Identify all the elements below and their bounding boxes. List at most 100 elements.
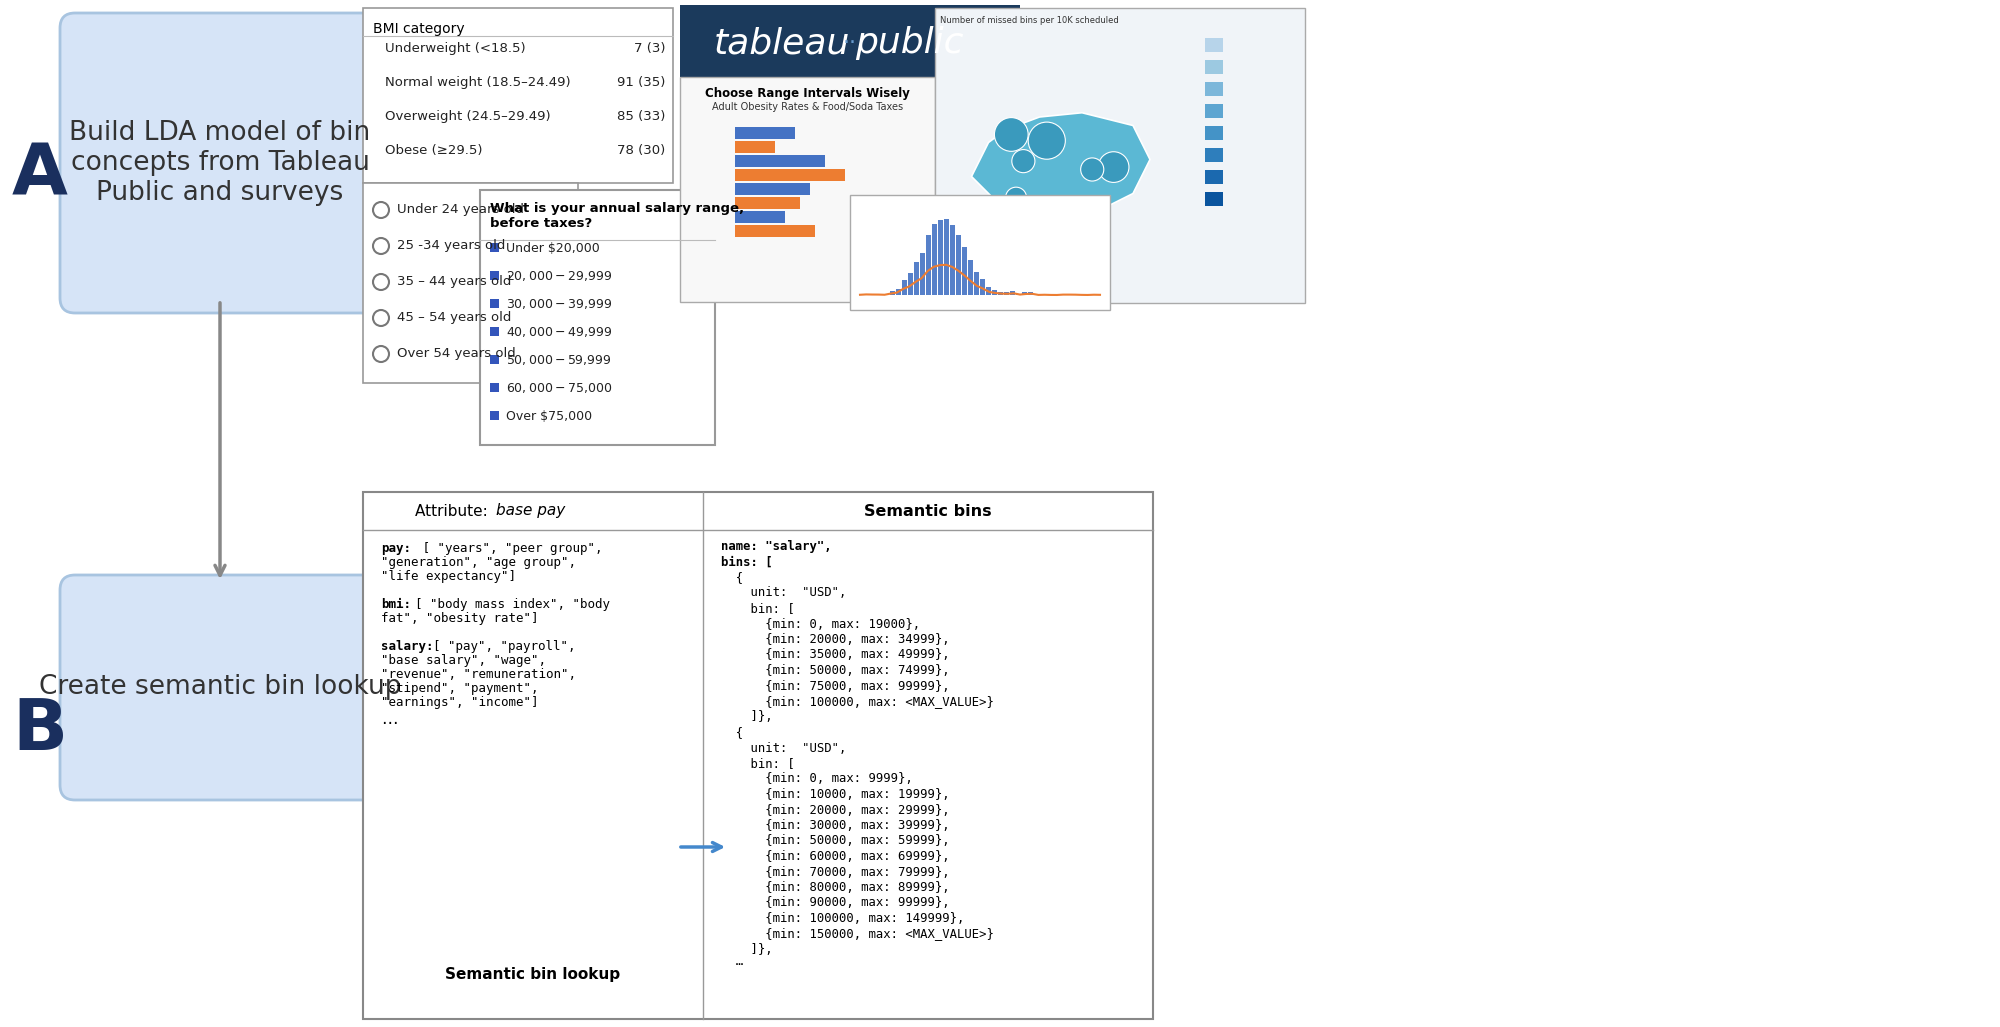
Circle shape <box>1012 150 1034 173</box>
Text: {min: 50000, max: 74999},: {min: 50000, max: 74999}, <box>720 664 950 677</box>
Text: ]},: ]}, <box>720 943 772 956</box>
Bar <box>908 273 914 295</box>
Text: Obese (≥29.5): Obese (≥29.5) <box>384 144 482 157</box>
Text: Underweight (<18.5): Underweight (<18.5) <box>384 42 526 55</box>
Bar <box>932 224 938 295</box>
Bar <box>926 235 932 295</box>
Text: Semantic bins: Semantic bins <box>864 503 992 519</box>
Bar <box>1010 291 1016 295</box>
Text: 91 (35): 91 (35) <box>616 76 664 89</box>
Bar <box>490 411 500 420</box>
Text: {min: 60000, max: 69999},: {min: 60000, max: 69999}, <box>720 850 950 863</box>
Bar <box>998 292 1004 295</box>
Circle shape <box>1098 152 1128 183</box>
Bar <box>736 127 796 139</box>
Bar <box>1204 82 1224 96</box>
Text: 85 (33): 85 (33) <box>616 110 664 123</box>
Text: Normal weight (18.5–24.49): Normal weight (18.5–24.49) <box>384 76 570 89</box>
Text: bins: [: bins: [ <box>720 556 772 569</box>
Text: Under $20,000: Under $20,000 <box>506 241 600 255</box>
Text: bmi:: bmi: <box>380 598 412 611</box>
Text: {min: 70000, max: 79999},: {min: 70000, max: 79999}, <box>720 866 950 878</box>
Text: fat", "obesity rate"]: fat", "obesity rate"] <box>380 612 538 625</box>
Text: Attribute:: Attribute: <box>416 503 492 519</box>
Text: Adult Obesity Rates & Food/Soda Taxes: Adult Obesity Rates & Food/Soda Taxes <box>712 102 904 112</box>
Bar <box>1204 38 1224 52</box>
Bar <box>490 299 500 308</box>
Bar <box>986 288 992 295</box>
Bar <box>736 197 800 210</box>
Text: salary:: salary: <box>380 640 434 653</box>
Text: {min: 75000, max: 99999},: {min: 75000, max: 99999}, <box>720 680 950 692</box>
Bar <box>1204 126 1224 140</box>
Text: {min: 50000, max: 59999},: {min: 50000, max: 59999}, <box>720 835 950 847</box>
Bar <box>490 271 500 280</box>
Bar <box>1016 294 1022 295</box>
Text: ⋯: ⋯ <box>380 714 398 732</box>
Circle shape <box>1028 122 1066 159</box>
Bar <box>490 327 500 336</box>
Text: [ "pay", "payroll",: [ "pay", "payroll", <box>432 640 576 653</box>
Text: bin: [: bin: [ <box>720 602 794 615</box>
Bar <box>1022 293 1028 295</box>
Text: ··: ·· <box>844 33 856 53</box>
FancyBboxPatch shape <box>850 195 1110 310</box>
Text: Semantic bin lookup: Semantic bin lookup <box>446 966 620 982</box>
Text: "generation", "age group",: "generation", "age group", <box>380 556 576 569</box>
Bar <box>1028 292 1034 295</box>
Text: "base salary", "wage",: "base salary", "wage", <box>380 654 546 667</box>
Text: bin: [: bin: [ <box>720 757 794 770</box>
Text: {min: 90000, max: 99999},: {min: 90000, max: 99999}, <box>720 897 950 910</box>
Text: {min: 0, max: 19000},: {min: 0, max: 19000}, <box>720 617 920 631</box>
Text: ⋯: ⋯ <box>720 958 744 972</box>
Bar <box>490 243 500 252</box>
Bar <box>962 246 968 295</box>
Text: ]},: ]}, <box>720 711 772 723</box>
Text: {min: 80000, max: 89999},: {min: 80000, max: 89999}, <box>720 881 950 893</box>
Circle shape <box>1006 187 1026 208</box>
Text: {: { <box>720 726 744 739</box>
Circle shape <box>1080 158 1104 181</box>
Bar <box>1204 104 1224 118</box>
Bar <box>914 262 920 295</box>
Polygon shape <box>972 113 1150 223</box>
Text: Over $75,000: Over $75,000 <box>506 410 592 422</box>
Text: Choose Range Intervals Wisely: Choose Range Intervals Wisely <box>706 86 910 100</box>
Bar <box>920 253 926 295</box>
FancyBboxPatch shape <box>936 8 1304 303</box>
Text: [ "body mass index", "body: [ "body mass index", "body <box>416 598 610 611</box>
Text: 7 (3): 7 (3) <box>634 42 664 55</box>
Text: {: { <box>720 571 744 584</box>
Text: $50,000 - $59,999: $50,000 - $59,999 <box>506 353 612 367</box>
Bar <box>1204 192 1224 206</box>
Bar <box>866 294 872 295</box>
Bar <box>872 294 878 295</box>
Bar <box>1004 292 1010 295</box>
Text: {min: 100000, max: <MAX_VALUE>}: {min: 100000, max: <MAX_VALUE>} <box>720 695 994 708</box>
Bar <box>736 183 810 195</box>
Bar <box>944 220 950 295</box>
Bar <box>736 141 776 153</box>
Text: 45 – 54 years old: 45 – 54 years old <box>396 311 512 325</box>
Text: $40,000 - $49,999: $40,000 - $49,999 <box>506 325 612 339</box>
Bar <box>736 169 844 181</box>
Text: "earnings", "income"]: "earnings", "income"] <box>380 696 538 709</box>
Text: {min: 20000, max: 29999},: {min: 20000, max: 29999}, <box>720 803 950 816</box>
FancyBboxPatch shape <box>364 183 578 383</box>
Text: unit:  "USD",: unit: "USD", <box>720 741 846 755</box>
Text: {min: 35000, max: 49999},: {min: 35000, max: 49999}, <box>720 648 950 661</box>
FancyBboxPatch shape <box>60 575 380 800</box>
Text: A: A <box>12 141 68 210</box>
FancyBboxPatch shape <box>680 5 1020 77</box>
Bar <box>896 289 902 295</box>
Text: {min: 100000, max: 149999},: {min: 100000, max: 149999}, <box>720 912 964 925</box>
Text: {min: 30000, max: 39999},: {min: 30000, max: 39999}, <box>720 819 950 832</box>
Text: public: public <box>856 26 964 60</box>
Bar <box>1204 170 1224 184</box>
Bar <box>878 294 884 295</box>
FancyBboxPatch shape <box>60 13 380 313</box>
Bar <box>736 225 816 237</box>
Text: Build LDA model of bin
concepts from Tableau
Public and surveys: Build LDA model of bin concepts from Tab… <box>70 120 370 206</box>
Text: tableau: tableau <box>714 26 850 60</box>
FancyBboxPatch shape <box>364 492 1152 1019</box>
